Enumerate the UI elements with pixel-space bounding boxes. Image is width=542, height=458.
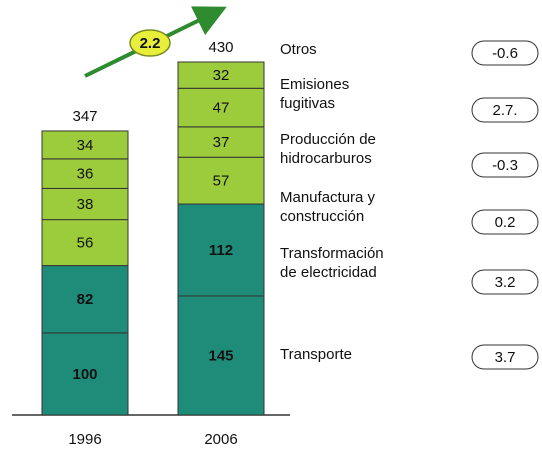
- bar-segment: [177, 203, 265, 297]
- legend-label: Producción de hidrocarburos: [280, 131, 376, 167]
- x-tick-label: 2006: [204, 431, 237, 448]
- bar-segment: [177, 61, 265, 89]
- segment-label: 34: [77, 137, 94, 154]
- growth-badge: [129, 29, 171, 57]
- total-label: 347: [72, 108, 97, 125]
- legend-label: Otros: [280, 41, 317, 58]
- bar-segment: [177, 156, 265, 205]
- growth-label: 3.2: [495, 274, 516, 291]
- segment-label: 57: [213, 173, 230, 190]
- segment-label: 112: [209, 242, 233, 259]
- bar-segment: [177, 126, 265, 158]
- bar-segment: [41, 265, 129, 334]
- segment-label: 38: [77, 196, 94, 213]
- segment-label: 36: [77, 166, 94, 183]
- segment-label: 145: [208, 347, 233, 364]
- growth-annotation: 2.2: [140, 35, 161, 52]
- growth-label: -0.6: [492, 45, 518, 62]
- legend-label: Emisiones fugitivas: [280, 76, 350, 112]
- growth-pill: [471, 97, 539, 123]
- growth-label: -0.3: [492, 157, 518, 174]
- legend-label: Transformación de electricidad: [280, 245, 384, 281]
- growth-pill: [471, 40, 539, 66]
- growth-pill: [471, 209, 539, 235]
- growth-label: 2.7.: [492, 102, 517, 119]
- legend-label: Transporte: [280, 346, 352, 363]
- bar-segment: [177, 295, 265, 416]
- segment-label: 100: [72, 366, 97, 383]
- bar-segment: [41, 130, 129, 160]
- segment-label: 82: [77, 291, 94, 308]
- growth-pill: [471, 344, 539, 370]
- legend-label: Manufactura y construcción: [280, 189, 376, 225]
- segment-label: 37: [213, 134, 230, 151]
- growth-pill: [471, 269, 539, 295]
- growth-pill: [471, 152, 539, 178]
- segment-label: 56: [77, 235, 94, 252]
- segment-label: 32: [213, 67, 230, 84]
- bar-segment: [41, 332, 129, 416]
- x-tick-label: 1996: [68, 431, 101, 448]
- growth-label: 0.2: [495, 214, 516, 231]
- segment-label: 47: [213, 100, 230, 117]
- growth-label: 3.7: [495, 349, 516, 366]
- total-label: 430: [208, 39, 233, 56]
